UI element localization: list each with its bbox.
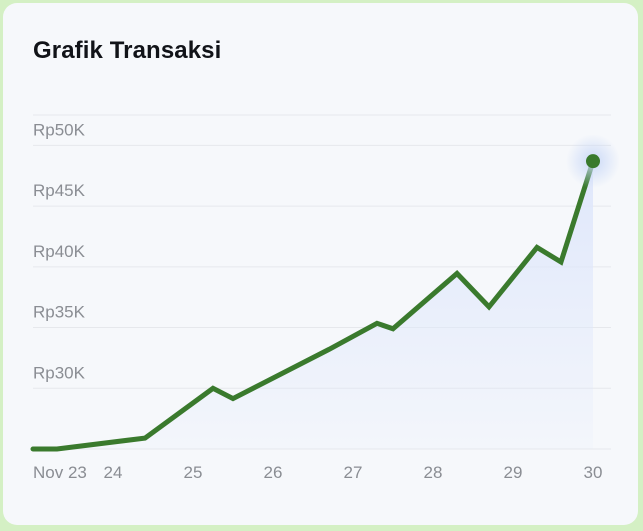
y-tick-label: Rp30K xyxy=(33,363,86,382)
y-tick-label: Rp45K xyxy=(33,181,86,200)
y-tick-label: Rp40K xyxy=(33,242,86,261)
x-tick-label: 26 xyxy=(264,463,283,482)
y-tick-label: Rp50K xyxy=(33,120,86,139)
x-tick-label: 27 xyxy=(344,463,363,482)
x-tick-label: 30 xyxy=(584,463,603,482)
x-tick-label: 29 xyxy=(504,463,523,482)
series-area xyxy=(33,161,593,449)
x-tick-label: Nov 23 xyxy=(33,463,87,482)
x-tick-label: 28 xyxy=(424,463,443,482)
card-title: Grafik Transaksi xyxy=(33,37,222,64)
last-point-marker xyxy=(586,154,600,169)
chart-card: Grafik Transaksi Rp30K Rp35K Rp40K Rp45K Rp5… xyxy=(3,3,638,525)
y-tick-label: Rp35K xyxy=(33,303,86,322)
x-tick-label: 24 xyxy=(104,463,123,482)
series-line xyxy=(30,158,596,452)
transaction-chart: Rp30K Rp35K Rp40K Rp45K Rp50K Nov 23 24 25 26 27 2… xyxy=(30,114,620,482)
x-tick-label: 25 xyxy=(184,463,203,482)
